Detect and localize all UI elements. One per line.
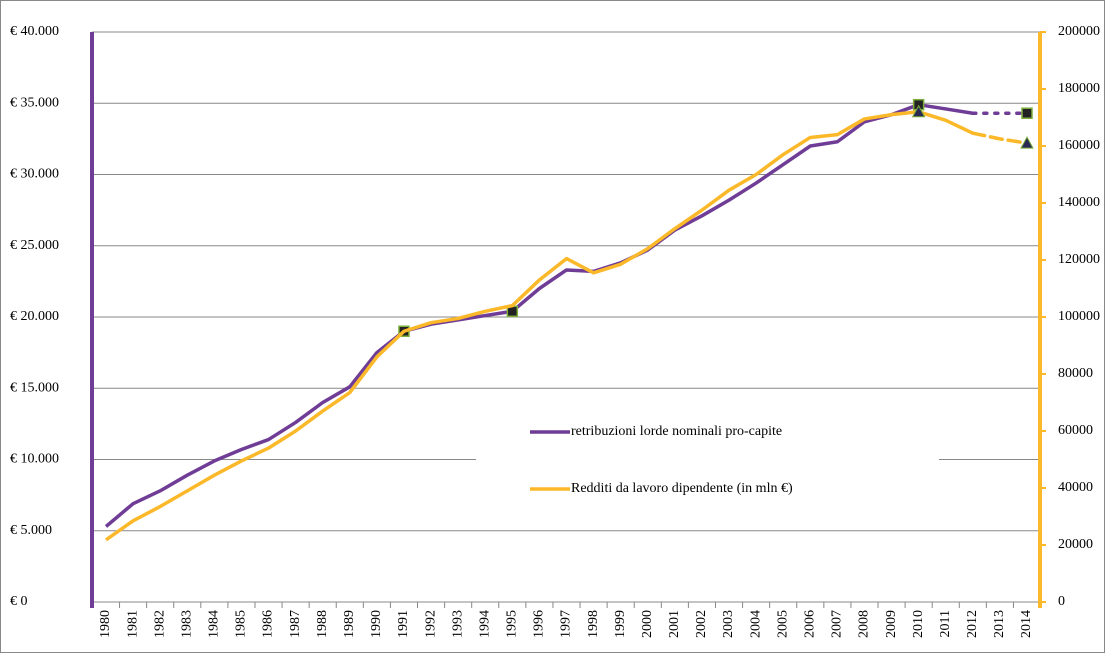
y2-tick-label: 160000	[1058, 138, 1100, 153]
x-tick-label: 2014	[1019, 610, 1034, 638]
x-tick-label: 1988	[315, 610, 330, 638]
y2-tick-label: 0	[1058, 594, 1065, 609]
x-tick-label: 1985	[234, 610, 249, 638]
x-tick-label: 2007	[830, 610, 845, 638]
x-tick-label: 1981	[125, 610, 140, 638]
y-tick-label: € 20.000	[10, 309, 59, 324]
x-tick-label: 1997	[559, 610, 574, 638]
x-tick-label: 2000	[640, 610, 655, 638]
marker	[911, 104, 926, 118]
x-tick-label: 1991	[396, 610, 411, 638]
x-tick-label: 1993	[450, 610, 465, 638]
y-tick-label: € 5.000	[10, 523, 52, 538]
y-tick-label: € 35.000	[10, 95, 59, 110]
x-tick-label: 2012	[965, 610, 980, 638]
y-tick-label: € 25.000	[10, 238, 59, 253]
x-tick-label: 1983	[179, 610, 194, 638]
series-line	[104, 110, 974, 542]
y-tick-label: € 30.000	[10, 167, 59, 182]
x-tick-label: 2011	[938, 610, 953, 637]
y2-tick-label: 200000	[1058, 24, 1100, 39]
x-tick-label: 2004	[748, 610, 763, 638]
x-tick-label: 1986	[261, 610, 276, 638]
series-line-dashed	[971, 131, 1029, 145]
x-tick-label: 2008	[857, 610, 872, 638]
marker	[1021, 107, 1033, 119]
x-tick-label: 1994	[477, 610, 492, 638]
x-tick-label: 2010	[911, 610, 926, 638]
y2-tick-label: 40000	[1058, 480, 1093, 495]
y2-tick-label: 140000	[1058, 195, 1100, 210]
x-tick-label: 2013	[992, 610, 1007, 638]
x-tick-label: 1984	[207, 610, 222, 638]
x-tick-label: 1996	[532, 610, 547, 638]
x-tick-label: 1990	[369, 610, 384, 638]
y-tick-label: € 40.000	[10, 24, 59, 39]
x-tick-label: 2003	[721, 610, 736, 638]
x-tick-label: 2002	[694, 610, 709, 638]
x-tick-label: 1999	[613, 610, 628, 638]
x-tick-label: 2005	[775, 610, 790, 638]
y-tick-label: € 10.000	[10, 452, 59, 467]
legend-label: retribuzioni lorde nominali pro-capite	[571, 424, 782, 439]
y-tick-label: € 0	[10, 594, 28, 609]
legend-label: Redditi da lavoro dipendente (in mln €)	[571, 481, 793, 496]
series-line	[104, 102, 974, 528]
x-tick-label: 2009	[884, 610, 899, 638]
y2-tick-label: 120000	[1058, 252, 1100, 267]
y2-tick-label: 20000	[1058, 537, 1093, 552]
y2-tick-label: 100000	[1058, 309, 1100, 324]
y2-tick-label: 80000	[1058, 366, 1093, 381]
legend-box	[476, 412, 939, 508]
x-tick-label: 1998	[586, 610, 601, 638]
x-tick-label: 1980	[98, 610, 113, 638]
x-tick-label: 1995	[505, 610, 520, 638]
x-tick-label: 1989	[342, 610, 357, 638]
y2-tick-label: 60000	[1058, 423, 1093, 438]
x-tick-label: 1987	[288, 610, 303, 638]
y-tick-label: € 15.000	[10, 380, 59, 395]
x-tick-label: 2001	[667, 610, 682, 638]
x-tick-label: 2006	[803, 610, 818, 638]
x-tick-label: 1982	[152, 610, 167, 638]
y2-tick-label: 180000	[1058, 81, 1100, 96]
x-tick-label: 1992	[423, 610, 438, 638]
marker	[1020, 136, 1034, 149]
